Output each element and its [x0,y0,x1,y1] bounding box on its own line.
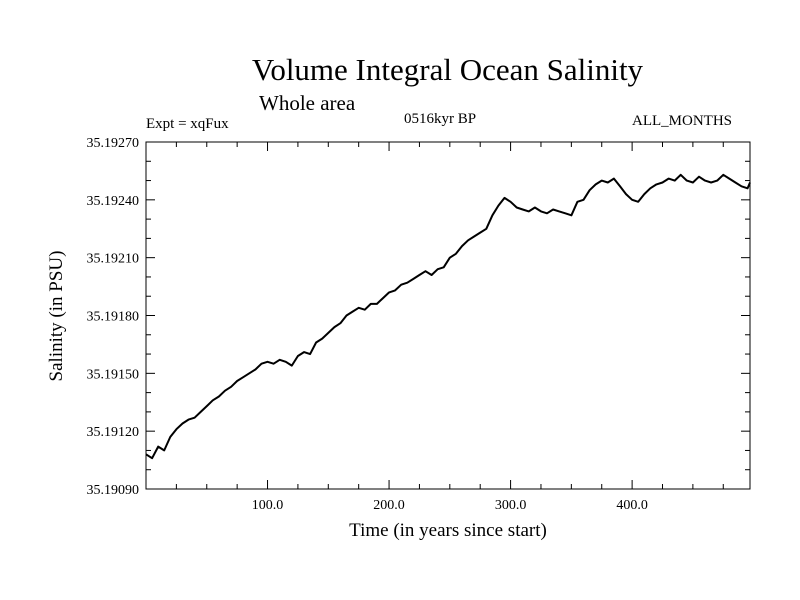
salinity-series-line [145,173,751,460]
x-axis-tick-labels: 100.0 200.0 300.0 400.0 [252,498,648,513]
y-axis-ticks [146,141,750,490]
y-tick-label: 35.19180 [87,310,140,325]
y-tick-label: 35.19090 [87,483,140,498]
x-tick-label: 400.0 [616,498,648,513]
y-tick-label: 35.19120 [87,425,140,440]
chart-subtitle: Whole area [259,91,356,115]
y-tick-label: 35.19240 [87,194,140,209]
x-tick-label: 200.0 [373,498,405,513]
y-tick-label: 35.19270 [87,136,140,151]
y-axis-label: Salinity (in PSU) [46,251,67,382]
x-axis-ticks [175,142,724,489]
y-tick-label: 35.19150 [87,367,140,382]
x-tick-label: 100.0 [252,498,284,513]
months-label: ALL_MONTHS [632,113,732,129]
period-label: 0516kyr BP [404,111,477,127]
chart-title: Volume Integral Ocean Salinity [251,52,644,87]
x-tick-label: 300.0 [495,498,527,513]
experiment-label: Expt = xqFux [146,116,229,132]
plot-frame [145,141,751,490]
x-axis-label: Time (in years since start) [349,520,547,541]
y-axis-tick-labels: 35.19090 35.19120 35.19150 35.19180 35.19210… [87,136,140,498]
y-tick-label: 35.19210 [87,252,140,267]
